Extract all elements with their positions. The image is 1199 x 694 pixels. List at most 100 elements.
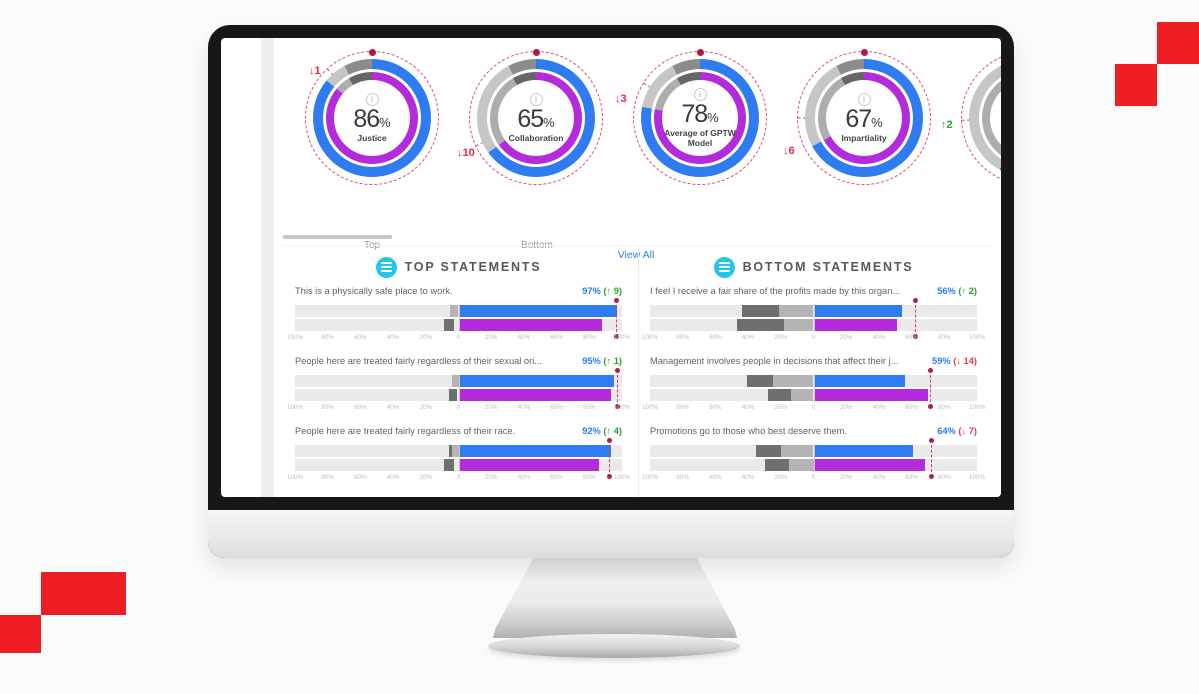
monitor-chin — [208, 510, 1014, 558]
axis-tick-label: 0 — [811, 334, 816, 341]
axis-tick-label: 20% — [774, 474, 788, 481]
axis-tick-label: 60% — [550, 474, 563, 481]
dimension-score: 86% — [353, 104, 391, 133]
statement-bar-chart — [295, 438, 622, 479]
info-icon[interactable]: i — [529, 92, 543, 106]
dimension-donut-justice[interactable]: i 86% Justice ↓1 — [305, 49, 439, 185]
axis-tick-label: 0 — [456, 474, 461, 481]
statements-title: BOTTOM STATEMENTS — [742, 260, 914, 274]
dimension-label: Collaboration — [508, 132, 564, 143]
axis-tick-label: 40% — [741, 474, 755, 481]
decorative-red-square — [1115, 64, 1157, 106]
axis-tick-label: 40% — [386, 404, 400, 411]
axis-tick-label: 80% — [676, 474, 689, 481]
distribution-segment — [452, 375, 459, 387]
axis-tick-label: 100% — [641, 474, 659, 481]
benchmark-dotted-circle — [797, 49, 931, 185]
benchmark-line — [929, 438, 935, 479]
axis-tick-label: 20% — [419, 334, 433, 341]
info-icon[interactable]: i — [857, 92, 871, 106]
axis-tick-label: 0 — [811, 404, 816, 411]
current-score-bar — [813, 445, 914, 457]
info-icon[interactable]: i — [365, 92, 379, 106]
axis-tick-label: 80% — [937, 474, 951, 481]
donut-center: i 78% Average of GPTW Model — [662, 80, 738, 156]
zero-axis-line — [813, 374, 815, 402]
axis-tick-label: 60% — [354, 334, 367, 341]
statement-score: 64% (↓ 7) — [937, 426, 977, 436]
axis-tick-label: 80% — [582, 474, 596, 481]
dimension-donut-collaboration[interactable]: i 65% Collaboration ↓10 — [457, 49, 603, 185]
trend-badge: ↓3 — [615, 93, 627, 105]
statement-bar-chart — [295, 368, 622, 409]
axis-tick-label: 100% — [613, 474, 631, 481]
axis-tick-label: 40% — [741, 334, 755, 341]
decorative-red-rectangle — [0, 615, 41, 653]
distribution-segment — [746, 375, 773, 387]
axis-tick-label: 20% — [839, 404, 853, 411]
statement-bar-chart — [295, 298, 622, 339]
axis-tick-label: 60% — [709, 334, 722, 341]
active-tab-indicator — [283, 235, 392, 239]
comparison-score-bar — [813, 459, 925, 471]
decorative-red-square — [1157, 22, 1199, 64]
axis-tick-label: 100% — [286, 334, 304, 341]
dimension-label: Average of GPTW Model — [664, 127, 736, 148]
statement-text: People here are treated fairly regardles… — [295, 426, 516, 436]
decorative-red-rectangle — [41, 572, 126, 615]
axis-tick-label: 60% — [354, 404, 367, 411]
benchmark-dot — [697, 49, 704, 56]
axis-tick-label: 100% — [286, 404, 304, 411]
axis-tick-label: 20% — [774, 404, 788, 411]
axis-tick-label: 100% — [613, 334, 631, 341]
distribution-segment — [780, 445, 814, 457]
chart-axis: 100% 80% 60% 40% 20% 0 20% 40% 60% 80% 100% — [287, 334, 630, 344]
current-score-bar — [813, 375, 906, 387]
chart-axis: 100% 80% 60% 40% 20% 0 20% 40% 60% 80% 100% — [287, 404, 630, 414]
distribution-segment — [450, 305, 459, 317]
distribution-segment — [790, 389, 814, 401]
view-all-link[interactable]: View All — [617, 249, 655, 261]
current-score-bar — [458, 445, 611, 457]
axis-tick-label: 60% — [550, 404, 563, 411]
trend-badge: ↓6 — [783, 145, 795, 157]
statement-bar-chart — [650, 368, 977, 409]
axis-tick-label: 80% — [582, 404, 596, 411]
axis-tick-label: 100% — [968, 404, 986, 411]
distribution-segment — [772, 375, 814, 387]
axis-tick-label: 40% — [741, 404, 755, 411]
dimension-score: 78% — [681, 99, 719, 128]
axis-tick-label: 0 — [811, 474, 816, 481]
dimension-donut-partial[interactable]: i ↑2 — [941, 51, 1001, 185]
statements-header: BOTTOM STATEMENTS — [650, 254, 977, 280]
axis-tick-label: 0 — [456, 404, 461, 411]
axis-tick-label: 100% — [286, 474, 304, 481]
statement-score: 95% (↑ 1) — [582, 356, 622, 366]
left-scroll-strip[interactable] — [261, 38, 274, 497]
axis-tick-label: 40% — [517, 404, 531, 411]
current-score-bar — [458, 305, 618, 317]
dimension-label: Justice — [357, 132, 387, 143]
monitor-frame: i 86% Justice ↓1 i 65% Collaboration ↓10 — [208, 25, 1014, 558]
axis-tick-label: 100% — [641, 334, 659, 341]
distribution-segment — [443, 319, 454, 331]
dimension-donut-average-of-gptw-model[interactable]: i 78% Average of GPTW Model ↓3 — [615, 49, 767, 185]
axis-tick-label: 80% — [937, 334, 951, 341]
axis-tick-label: 60% — [905, 404, 918, 411]
axis-tick-label: 60% — [709, 404, 722, 411]
column-divider — [638, 246, 639, 497]
statement-row: Management involves people in decisions … — [642, 356, 985, 426]
zero-axis-line — [813, 304, 815, 332]
dimension-donut-impartiality[interactable]: i 67% Impartiality ↓6 — [783, 49, 931, 185]
axis-tick-label: 20% — [839, 334, 853, 341]
monitor-stand-neck — [493, 558, 737, 638]
info-icon[interactable]: i — [693, 87, 707, 101]
axis-tick-label: 0 — [456, 334, 461, 341]
axis-tick-label: 40% — [872, 474, 886, 481]
statement-row: Promotions go to those who best deserve … — [642, 426, 985, 496]
distribution-segment — [741, 305, 780, 317]
benchmark-line — [606, 438, 612, 479]
benchmark-line — [912, 298, 918, 339]
statement-score: 59% (↓ 14) — [932, 356, 977, 366]
axis-tick-label: 20% — [774, 334, 788, 341]
